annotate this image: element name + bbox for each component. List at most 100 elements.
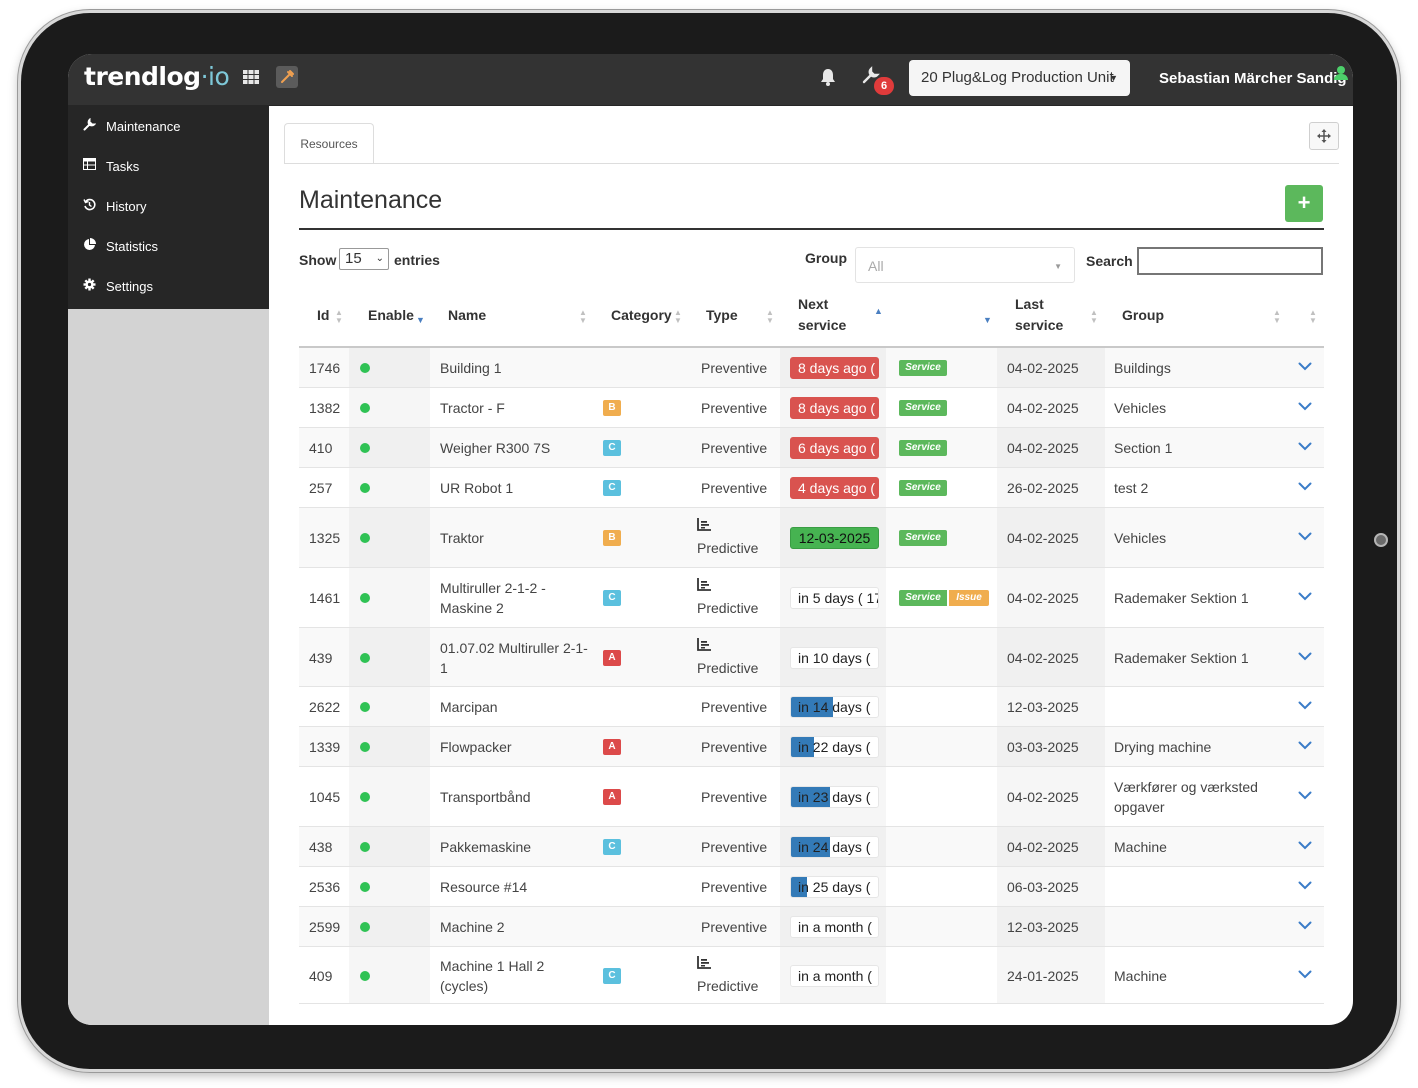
service-tag: Service bbox=[899, 400, 947, 416]
column-header-last-service[interactable]: Last service bbox=[1015, 296, 1064, 333]
predictive-chart-icon bbox=[697, 518, 711, 532]
sort-icon[interactable]: ▲ ▼ bbox=[1273, 308, 1281, 325]
table-row[interactable]: 438 Pakkemaskine C Preventive in 24 days (04… bbox=[299, 827, 1324, 867]
chevron-down-icon[interactable] bbox=[1298, 592, 1312, 606]
row-name[interactable]: 01.07.02 Multiruller 2-1- 1 bbox=[440, 639, 588, 676]
sort-icon[interactable]: ▲ ▼ bbox=[1309, 308, 1317, 325]
chevron-down-icon[interactable] bbox=[1298, 970, 1312, 984]
row-name[interactable]: Marcipan bbox=[440, 699, 498, 715]
logo[interactable]: trendlog·io bbox=[84, 62, 230, 91]
chevron-down-icon[interactable] bbox=[1298, 841, 1312, 855]
table-row[interactable]: 1746 Building 1 Preventive 8 days ago (Serv… bbox=[299, 348, 1324, 388]
chevron-down-icon[interactable] bbox=[1298, 791, 1312, 805]
row-name[interactable]: Traktor bbox=[440, 530, 484, 546]
row-id: 1382 bbox=[309, 400, 341, 416]
move-icon[interactable] bbox=[1309, 122, 1339, 150]
chevron-down-icon[interactable] bbox=[1298, 532, 1312, 546]
table-row[interactable]: 410 Weigher R300 7S C Preventive 6 days ago … bbox=[299, 428, 1324, 468]
next-service-indicator[interactable]: in 23 days ( bbox=[790, 786, 879, 808]
sort-desc-icon[interactable]: ▼ bbox=[983, 315, 992, 325]
row-name[interactable]: Flowpacker bbox=[440, 739, 512, 755]
chevron-down-icon[interactable] bbox=[1298, 921, 1312, 935]
table-row[interactable]: 257 UR Robot 1 C Preventive 4 days ago (Serv… bbox=[299, 468, 1324, 508]
production-unit-dropdown[interactable]: 20 Plug&Log Production Unit ▼ bbox=[909, 60, 1130, 96]
group-filter-select[interactable]: All ▼ bbox=[855, 247, 1075, 283]
sidebar-item-history[interactable]: History bbox=[68, 186, 269, 226]
sidebar-item-tasks[interactable]: Tasks bbox=[68, 146, 269, 186]
tab-resources[interactable]: Resources bbox=[284, 123, 374, 164]
next-service-indicator[interactable]: in 5 days ( 17- bbox=[790, 587, 879, 609]
next-service-indicator[interactable]: in 22 days ( bbox=[790, 736, 879, 758]
search-input[interactable] bbox=[1137, 247, 1323, 275]
row-name[interactable]: Weigher R300 7S bbox=[440, 440, 551, 456]
table-row[interactable]: 1461 Multiruller 2-1-2 - Maskine 2 C Predict… bbox=[299, 568, 1324, 628]
next-service-indicator[interactable]: in 10 days ( bbox=[790, 646, 879, 669]
user-name[interactable]: Sebastian Märcher Sandig bbox=[1159, 70, 1347, 87]
sidebar-item-statistics[interactable]: Statistics bbox=[68, 226, 269, 266]
table-row[interactable]: 439 01.07.02 Multiruller 2-1- 1 A Predictive… bbox=[299, 628, 1324, 687]
row-name[interactable]: Tractor - F bbox=[440, 400, 505, 416]
column-header-enable[interactable]: Enable bbox=[368, 307, 414, 323]
sort-icon[interactable]: ▲ ▼ bbox=[335, 308, 343, 325]
next-service-indicator[interactable]: 8 days ago ( bbox=[790, 397, 879, 419]
sidebar-item-settings[interactable]: Settings bbox=[68, 266, 269, 306]
column-header-id[interactable]: Id bbox=[317, 307, 330, 323]
sort-icon[interactable]: ▲ ▼ bbox=[579, 308, 587, 325]
row-name[interactable]: Building 1 bbox=[440, 360, 502, 376]
chevron-down-icon[interactable] bbox=[1298, 881, 1312, 895]
table-row[interactable]: 409 Machine 1 Hall 2 (cycles) C Predictive in… bbox=[299, 947, 1324, 1004]
enabled-status-dot bbox=[360, 702, 370, 712]
next-service-indicator[interactable]: in a month ( bbox=[790, 916, 879, 938]
next-service-indicator[interactable]: in a month ( bbox=[790, 964, 879, 987]
chevron-down-icon[interactable] bbox=[1298, 482, 1312, 496]
table-row[interactable]: 2622 Marcipan Preventive in 14 days (12-03-… bbox=[299, 687, 1324, 727]
grid-icon[interactable] bbox=[243, 70, 259, 84]
table-row[interactable]: 1325 Traktor B Predictive 12-03-2025 Service 0… bbox=[299, 508, 1324, 568]
entries-per-page-select[interactable]: 15 ⌄ bbox=[339, 248, 389, 270]
table-row[interactable]: 2599 Machine 2 Preventive in a month (12-03… bbox=[299, 907, 1324, 947]
column-header-group[interactable]: Group bbox=[1122, 307, 1164, 323]
sort-icon[interactable]: ▲ ▼ bbox=[766, 308, 774, 325]
column-header-next-service[interactable]: Next service bbox=[798, 296, 847, 333]
next-service-indicator[interactable]: 6 days ago ( bbox=[790, 437, 879, 459]
next-service-indicator[interactable]: in 24 days ( bbox=[790, 836, 879, 858]
user-icon[interactable] bbox=[1334, 66, 1348, 80]
caret-down-icon: ▼ bbox=[1054, 262, 1062, 271]
table-row[interactable]: 2536 Resource #14 Preventive in 25 days (06… bbox=[299, 867, 1324, 907]
row-name[interactable]: Machine 1 Hall 2 (cycles) bbox=[440, 957, 545, 994]
bell-icon[interactable] bbox=[820, 68, 836, 91]
row-name[interactable]: Machine 2 bbox=[440, 919, 505, 935]
sort-asc-icon[interactable]: ▲ bbox=[874, 306, 883, 316]
chevron-down-icon[interactable] bbox=[1298, 442, 1312, 456]
chevron-down-icon[interactable] bbox=[1298, 652, 1312, 666]
chevron-down-icon[interactable] bbox=[1298, 362, 1312, 376]
sort-icon[interactable]: ▲ ▼ bbox=[1090, 308, 1098, 325]
sort-desc-icon[interactable]: ▼ bbox=[416, 315, 425, 325]
chevron-down-icon[interactable] bbox=[1298, 741, 1312, 755]
next-service-indicator[interactable]: in 14 days ( bbox=[790, 696, 879, 718]
row-name[interactable]: UR Robot 1 bbox=[440, 480, 514, 496]
next-service-indicator[interactable]: in 25 days ( bbox=[790, 876, 879, 898]
column-header-name[interactable]: Name bbox=[448, 307, 487, 323]
next-service-indicator[interactable]: 4 days ago ( bbox=[790, 477, 879, 499]
table-row[interactable]: 1339 Flowpacker A Preventive in 22 days (03-… bbox=[299, 727, 1324, 767]
column-header-category[interactable]: Category bbox=[611, 307, 672, 323]
service-tag: Service bbox=[899, 530, 947, 546]
next-service-indicator[interactable]: 12-03-2025 bbox=[790, 527, 879, 549]
chevron-down-icon[interactable] bbox=[1298, 701, 1312, 715]
column-header-type[interactable]: Type bbox=[706, 307, 738, 323]
row-name[interactable]: Pakkemaskine bbox=[440, 839, 532, 855]
tools-icon[interactable] bbox=[276, 66, 298, 88]
sort-icon[interactable]: ▲ ▼ bbox=[674, 308, 682, 325]
chevron-down-icon[interactable] bbox=[1298, 402, 1312, 416]
row-name[interactable]: Resource #14 bbox=[440, 879, 528, 895]
group-filter-label: Group bbox=[805, 250, 847, 266]
table-row[interactable]: 1045 Transportbånd A Preventive in 23 days (… bbox=[299, 767, 1324, 827]
add-resource-button[interactable]: + bbox=[1285, 185, 1323, 222]
row-name[interactable]: Transportbånd bbox=[440, 789, 531, 805]
wrench-icon[interactable] bbox=[862, 66, 880, 90]
row-name[interactable]: Multiruller 2-1-2 - Maskine 2 bbox=[440, 580, 546, 616]
next-service-indicator[interactable]: 8 days ago ( bbox=[790, 357, 879, 379]
sidebar-item-maintenance[interactable]: Maintenance bbox=[68, 106, 269, 146]
table-row[interactable]: 1382 Tractor - F B Preventive 8 days ago (Se… bbox=[299, 388, 1324, 428]
